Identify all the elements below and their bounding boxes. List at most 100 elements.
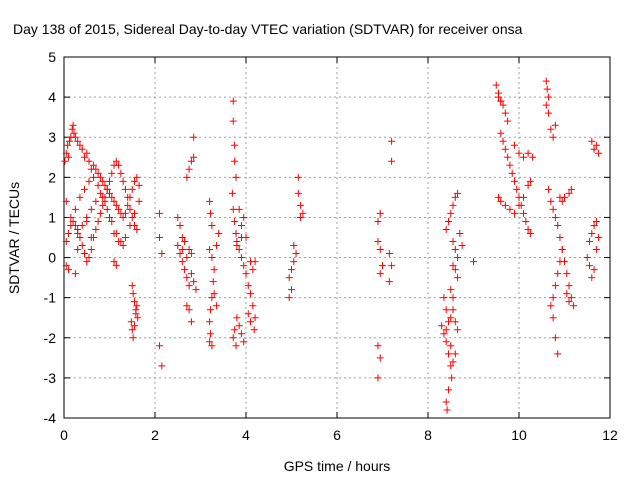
data-point bbox=[442, 306, 450, 314]
data-point bbox=[69, 217, 77, 225]
data-point bbox=[235, 205, 243, 213]
data-point bbox=[235, 246, 243, 254]
data-point bbox=[112, 201, 120, 209]
data-point bbox=[506, 161, 514, 169]
data-point bbox=[290, 258, 298, 266]
data-point bbox=[187, 270, 195, 278]
data-point bbox=[506, 205, 514, 213]
data-point bbox=[62, 197, 70, 205]
data-point bbox=[176, 250, 184, 258]
data-point bbox=[117, 169, 125, 177]
data-point bbox=[94, 217, 102, 225]
data-point bbox=[64, 141, 72, 149]
data-point bbox=[520, 153, 528, 161]
data-point bbox=[522, 217, 530, 225]
data-point bbox=[187, 318, 195, 326]
x-tick-label: 8 bbox=[424, 427, 432, 443]
data-point bbox=[87, 234, 95, 241]
data-point bbox=[545, 109, 553, 117]
data-point bbox=[590, 266, 598, 274]
data-point bbox=[69, 121, 77, 129]
data-point bbox=[158, 250, 166, 258]
data-point bbox=[74, 137, 82, 145]
data-point bbox=[495, 93, 503, 101]
x-tick-label: 6 bbox=[333, 427, 341, 443]
data-point bbox=[570, 302, 578, 310]
data-point bbox=[229, 117, 237, 125]
data-point bbox=[233, 242, 241, 250]
data-point bbox=[586, 262, 594, 270]
data-point bbox=[592, 141, 600, 149]
data-point bbox=[115, 238, 123, 246]
data-point bbox=[510, 177, 518, 185]
data-point bbox=[551, 213, 559, 221]
data-point bbox=[127, 318, 135, 326]
data-point bbox=[71, 133, 79, 141]
data-point bbox=[510, 141, 518, 149]
data-point bbox=[385, 250, 393, 258]
data-point bbox=[133, 225, 141, 233]
data-point bbox=[112, 262, 120, 270]
data-point bbox=[129, 290, 137, 298]
data-point bbox=[590, 221, 598, 229]
data-point bbox=[443, 406, 451, 414]
data-point bbox=[190, 153, 198, 161]
data-point bbox=[249, 302, 257, 310]
data-point bbox=[126, 221, 134, 229]
data-point bbox=[131, 322, 139, 330]
data-point bbox=[65, 137, 73, 145]
data-point bbox=[524, 149, 532, 157]
data-point bbox=[565, 298, 573, 306]
data-point bbox=[178, 246, 186, 254]
data-point bbox=[103, 185, 111, 193]
data-point bbox=[497, 129, 505, 137]
data-point bbox=[451, 318, 459, 326]
data-point bbox=[208, 254, 216, 262]
y-tick-label: 3 bbox=[48, 129, 56, 145]
data-point bbox=[447, 362, 455, 370]
x-tick-label: 2 bbox=[151, 427, 159, 443]
data-point bbox=[499, 101, 507, 109]
data-point bbox=[92, 225, 100, 233]
data-point bbox=[215, 229, 223, 237]
data-point bbox=[247, 318, 255, 326]
data-point bbox=[244, 282, 252, 290]
data-point bbox=[71, 270, 79, 278]
data-point bbox=[87, 246, 95, 254]
data-point bbox=[449, 358, 457, 366]
data-point bbox=[115, 161, 123, 169]
data-point bbox=[442, 398, 450, 406]
data-point bbox=[501, 109, 509, 117]
x-tick-label: 12 bbox=[602, 427, 618, 443]
data-point bbox=[497, 197, 505, 205]
data-point bbox=[374, 342, 382, 350]
data-point bbox=[592, 217, 600, 225]
data-point bbox=[108, 193, 116, 201]
data-point bbox=[210, 290, 218, 298]
data-point bbox=[294, 189, 302, 197]
y-tick-label: -3 bbox=[44, 370, 57, 386]
data-point bbox=[547, 302, 555, 310]
data-point bbox=[454, 274, 462, 282]
data-point bbox=[440, 330, 448, 338]
data-point bbox=[76, 141, 84, 149]
data-point bbox=[447, 286, 455, 294]
data-point bbox=[563, 290, 571, 298]
data-point bbox=[99, 201, 107, 209]
data-point bbox=[290, 242, 298, 250]
data-point bbox=[121, 234, 129, 241]
data-point bbox=[110, 229, 118, 237]
data-point bbox=[451, 266, 459, 274]
data-point bbox=[181, 266, 189, 274]
data-point bbox=[106, 177, 113, 185]
data-point bbox=[237, 221, 245, 229]
data-point bbox=[92, 197, 100, 205]
data-point bbox=[547, 125, 555, 133]
data-point bbox=[454, 254, 462, 262]
data-point bbox=[588, 229, 596, 237]
data-point bbox=[190, 133, 198, 141]
data-point bbox=[558, 246, 566, 254]
grid-lines bbox=[64, 57, 610, 418]
data-point bbox=[62, 149, 70, 157]
